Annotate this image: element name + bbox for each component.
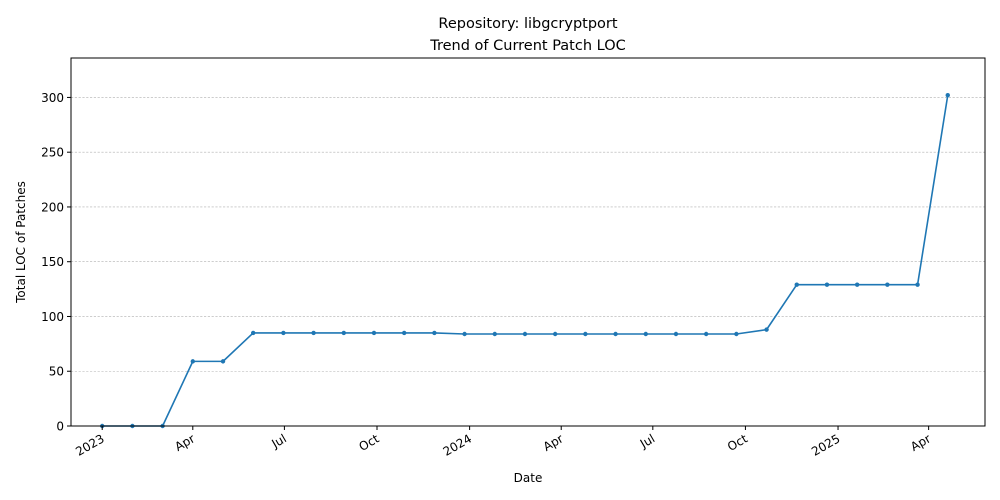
- y-tick-label: 250: [41, 146, 64, 160]
- plot-frame: [70, 57, 986, 427]
- y-axis-label: Total LOC of Patches: [14, 181, 28, 304]
- data-point: [311, 330, 316, 336]
- data-point: [432, 330, 437, 336]
- data-point: [401, 330, 407, 336]
- series-line: [102, 95, 949, 427]
- y-tick-label: 100: [41, 310, 64, 324]
- data-point: [734, 331, 739, 337]
- data-point: [613, 331, 618, 337]
- data-point: [341, 330, 346, 336]
- data-point: [220, 359, 226, 364]
- data-point: [794, 282, 799, 287]
- x-axis-ticks: 2023 Apr Jul Oct 2024 Apr Jul Oct 2025 Apr: [73, 426, 933, 459]
- x-tick-label: 2025: [809, 431, 842, 458]
- data-point: [281, 330, 286, 336]
- x-tick-label: 2024: [441, 431, 474, 458]
- data-point: [522, 331, 528, 337]
- data-point: [824, 282, 830, 287]
- data-point: [462, 331, 467, 337]
- data-point: [552, 331, 558, 337]
- data-point: [854, 282, 860, 287]
- data-point: [643, 331, 648, 337]
- x-tick-label: Jul: [268, 431, 288, 451]
- x-tick-label: Oct: [357, 431, 382, 454]
- series-layer: [100, 93, 950, 429]
- data-point: [190, 359, 195, 364]
- y-axis-ticks: 0 50 100 150 200 250 300: [41, 91, 71, 434]
- x-tick-label: Apr: [908, 431, 933, 454]
- y-tick-label: 150: [41, 255, 64, 269]
- data-point: [915, 282, 920, 287]
- data-point: [673, 331, 679, 337]
- x-axis-label: Date: [514, 471, 543, 485]
- x-tick-label: Oct: [725, 431, 750, 454]
- x-tick-label: 2023: [73, 431, 106, 458]
- data-point: [764, 327, 769, 332]
- y-tick-label: 50: [49, 365, 64, 379]
- chart-subtitle: Trend of Current Patch LOC: [429, 38, 625, 54]
- data-point: [885, 282, 890, 287]
- y-tick-label: 0: [56, 420, 64, 434]
- data-point: [583, 331, 588, 337]
- x-tick-label: Apr: [172, 431, 197, 454]
- chart-title: Repository: libgcryptport: [438, 16, 617, 32]
- y-gridlines: [71, 97, 985, 372]
- y-tick-label: 200: [41, 200, 64, 214]
- data-point: [492, 331, 497, 337]
- x-tick-label: Apr: [541, 431, 566, 454]
- data-point: [703, 331, 709, 337]
- data-point: [371, 330, 377, 336]
- y-tick-label: 300: [41, 91, 64, 105]
- data-point: [250, 330, 256, 336]
- data-point: [945, 93, 950, 98]
- x-tick-label: Jul: [637, 431, 657, 451]
